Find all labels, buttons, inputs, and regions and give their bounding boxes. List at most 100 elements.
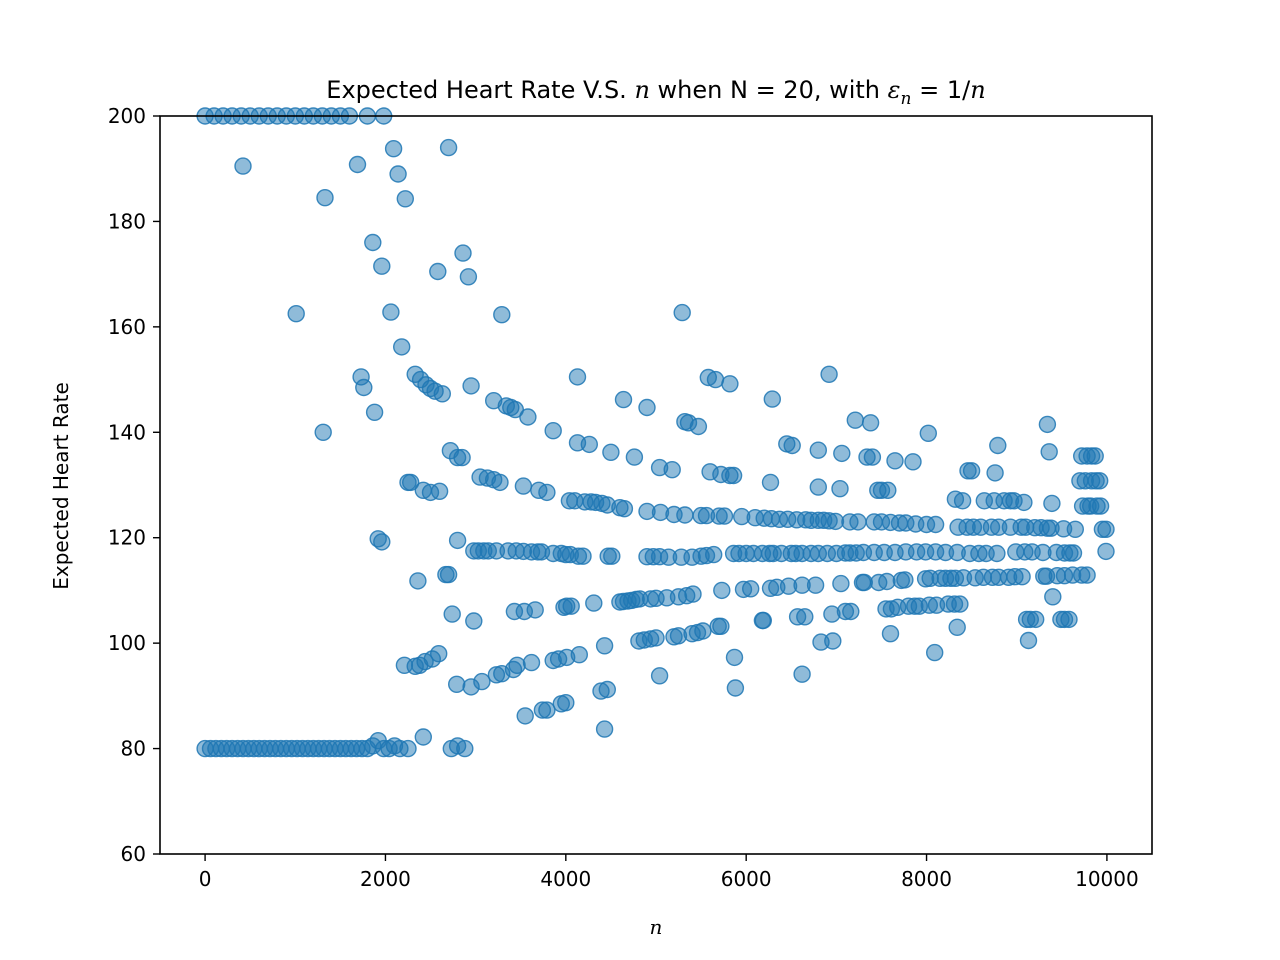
x-tick-label: 2000 — [360, 867, 411, 891]
scatter-point — [384, 139, 403, 158]
scatter-point — [355, 378, 373, 397]
chart-title-prefix: Expected Heart Rate V.S. — [326, 76, 634, 104]
scatter-point — [505, 602, 524, 621]
scatter-point — [595, 637, 614, 655]
scatter-point — [831, 480, 849, 498]
scatter-point — [396, 190, 414, 208]
scatter-point — [514, 477, 533, 495]
scatter-point — [287, 305, 305, 323]
scatter-point — [491, 473, 509, 492]
chart-title-var-n: n — [634, 76, 649, 104]
scatter-point — [314, 423, 332, 441]
scatter-point — [721, 375, 739, 393]
scatter-point — [878, 572, 896, 591]
scatter-point — [615, 500, 634, 518]
scatter-point — [861, 414, 880, 432]
scatter-point — [430, 482, 449, 500]
scatter-point — [742, 580, 760, 598]
x-tick-label: 8000 — [901, 867, 952, 891]
scatter-point — [783, 436, 801, 455]
scatter-point — [1097, 520, 1115, 538]
scatter-point — [673, 303, 691, 322]
scatter-point — [1038, 415, 1057, 434]
scatter-point — [433, 385, 451, 403]
scatter-point — [879, 481, 897, 499]
scatter-point — [948, 618, 966, 636]
scatter-point — [713, 581, 731, 600]
scatter-point — [439, 565, 458, 584]
scatter-point — [602, 443, 620, 461]
x-axis-ticks: 0 2000 4000 6000 8000 10000 — [199, 854, 1139, 891]
scatter-point — [389, 165, 407, 183]
scatter-point — [1090, 472, 1109, 490]
y-tick-label: 140 — [108, 420, 146, 444]
scatter-point — [402, 473, 420, 492]
scatter-point — [603, 547, 621, 565]
y-tick-label: 120 — [108, 526, 146, 550]
scatter-point — [1026, 610, 1045, 629]
chart-title-epsilon: ε — [888, 76, 901, 104]
x-tick-label: 10000 — [1075, 867, 1139, 891]
scatter-point — [414, 728, 432, 746]
scatter-point — [796, 608, 814, 626]
scatter-point — [953, 492, 972, 510]
chart-title-equals: = 1/ — [912, 76, 972, 104]
scatter-point — [849, 513, 867, 531]
scatter-point — [570, 646, 588, 664]
scatter-point — [1043, 494, 1061, 513]
y-axis-label: Expected Heart Rate — [49, 382, 73, 590]
scatter-point — [881, 625, 900, 643]
scatter-point — [448, 675, 466, 693]
x-tick-label: 6000 — [721, 867, 772, 891]
scatter-point — [712, 617, 730, 635]
y-tick-label: 100 — [108, 631, 146, 655]
scatter-point — [365, 403, 384, 421]
scatter-point — [951, 595, 969, 613]
scatter-point — [1015, 493, 1033, 512]
scatter-point — [832, 574, 850, 593]
scatter-point — [409, 572, 427, 590]
scatter-point — [465, 612, 483, 630]
scatter-point — [904, 453, 922, 471]
scatter-point — [846, 411, 864, 429]
scatter-point — [724, 466, 743, 485]
scatter-point — [826, 512, 845, 531]
scatter-point — [625, 448, 644, 466]
scatter-point — [557, 694, 575, 712]
scatter-point — [806, 576, 825, 594]
scatter-point — [439, 138, 458, 157]
scatter-point — [823, 605, 841, 623]
scatter-point — [1066, 520, 1085, 538]
scatter-point — [430, 645, 448, 663]
scatter-point — [989, 436, 1007, 455]
scatter-point — [1019, 631, 1038, 650]
scatter-point — [726, 679, 745, 697]
scatter-point — [926, 515, 945, 534]
scatter-points — [196, 107, 1115, 758]
scatter-point — [1091, 497, 1110, 515]
scatter-point — [896, 571, 914, 589]
scatter-point — [842, 602, 860, 621]
scatter-point — [761, 473, 780, 492]
scatter-point — [429, 262, 447, 281]
scatter-point — [614, 390, 633, 409]
scatter-point — [456, 739, 474, 758]
scatter-point — [519, 408, 537, 426]
scatter-point — [647, 629, 665, 647]
scatter-point — [453, 448, 471, 467]
scatter-point — [506, 400, 524, 419]
y-tick-label: 60 — [121, 842, 146, 866]
scatter-point — [809, 441, 827, 459]
chart-title-epsilon-subscript: n — [901, 89, 912, 109]
scatter-point — [568, 368, 587, 386]
y-tick-label: 180 — [108, 209, 146, 233]
scatter-point — [364, 233, 382, 252]
scatter-point — [454, 244, 472, 262]
scatter-point — [763, 390, 781, 408]
scatter-point — [538, 701, 556, 719]
chart-title-var-n2: n — [970, 76, 985, 104]
scatter-point — [448, 531, 467, 550]
scatter-point — [373, 257, 391, 275]
